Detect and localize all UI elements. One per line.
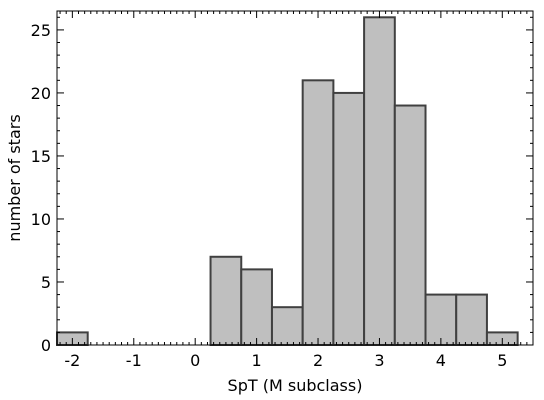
x-axis-label: SpT (M subclass) [228,376,363,395]
ticks-group: -2 -1 0 1 2 3 4 5 0 5 10 15 20 25 [31,11,534,370]
y-tick-label: 10 [31,210,51,229]
y-tick-label: 15 [31,147,51,166]
x-tick-label: 0 [190,351,200,370]
histogram-bar [424,293,458,346]
bars-group [56,16,519,347]
x-tick-label: -1 [126,351,142,370]
x-tick-label: 5 [497,351,507,370]
histogram-bar [393,104,427,346]
x-tick-label: 1 [252,351,262,370]
plot-frame [56,10,534,346]
histogram-bar [240,268,273,346]
y-axis-label: number of stars [5,114,24,241]
histogram-bar [455,293,488,346]
y-tick-label: 25 [31,21,51,40]
x-tick-label: 2 [313,351,323,370]
histogram-bar [209,255,243,347]
histogram-bar [332,91,366,346]
y-tick-label: 5 [41,273,51,292]
histogram-bar [363,16,396,347]
x-tick-label: 3 [374,351,384,370]
histogram-bar [270,306,304,347]
x-tick-label: -2 [64,351,80,370]
y-tick-label: 0 [41,336,51,355]
x-tick-label: 4 [436,351,446,370]
histogram-bar [301,79,335,347]
y-tick-label: 20 [31,84,51,103]
